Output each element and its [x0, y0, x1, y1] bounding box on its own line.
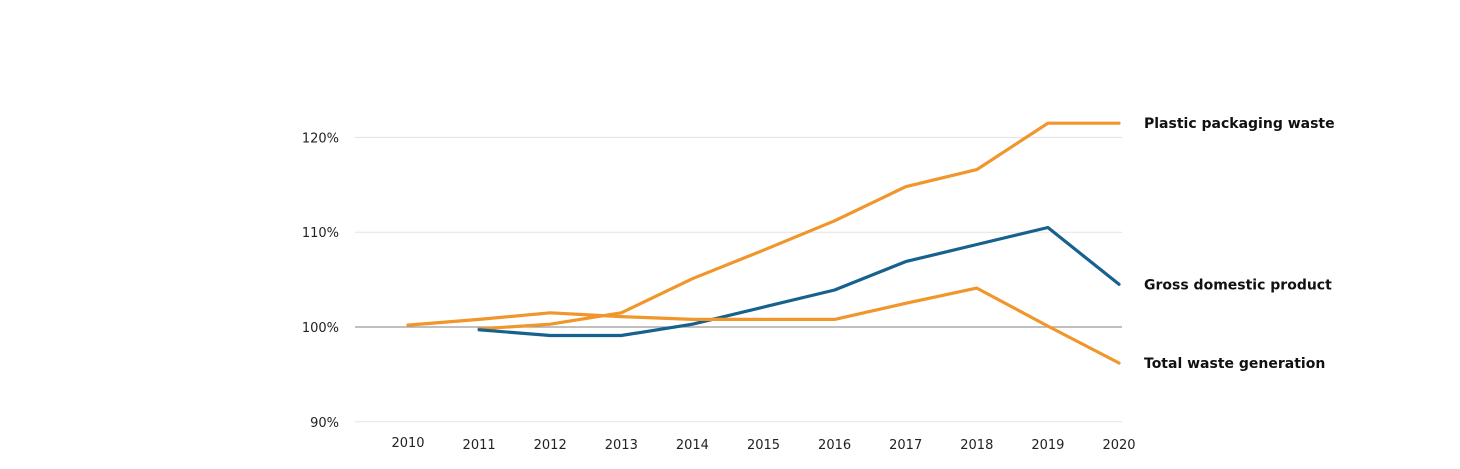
x-tick-label: 2014 — [676, 438, 709, 453]
x-tick-label: 2017 — [889, 438, 922, 453]
x-tick-label: 2011 — [463, 438, 496, 453]
series-label-plastic-packaging-waste: Plastic packaging waste — [1144, 116, 1335, 132]
x-tick-label: 2016 — [818, 438, 851, 453]
series-label-gross-domestic-product: Gross domestic product — [1144, 277, 1332, 293]
x-tick-label: 2010 — [391, 436, 424, 451]
y-tick-label: 110% — [302, 226, 339, 241]
x-tick-label: 2020 — [1102, 438, 1135, 453]
series-line-total-waste-generation — [406, 286, 1121, 365]
x-tick-label: 2012 — [534, 438, 567, 453]
y-tick-label: 120% — [302, 131, 339, 146]
series-line-plastic-packaging-waste — [477, 121, 1121, 331]
series-line-gross-domestic-product — [477, 225, 1121, 338]
x-tick-label: 2015 — [747, 438, 780, 453]
series-labels: Plastic packaging waste Gross domestic pr… — [1144, 116, 1335, 372]
y-tick-label: 90% — [310, 416, 339, 431]
gridlines — [355, 136, 1122, 423]
series-label-total-waste-generation: Total waste generation — [1144, 356, 1325, 372]
series-lines — [406, 121, 1121, 365]
y-axis-ticks: 90% 100% 110% 120% — [302, 131, 339, 430]
x-tick-label: 2013 — [605, 438, 638, 453]
y-tick-label: 100% — [302, 321, 339, 336]
x-tick-label: 2019 — [1031, 438, 1064, 453]
x-axis-ticks: 2010 2011 2012 2013 2014 2015 2016 2017 2018 2019… — [391, 436, 1135, 453]
x-tick-label: 2018 — [960, 438, 993, 453]
